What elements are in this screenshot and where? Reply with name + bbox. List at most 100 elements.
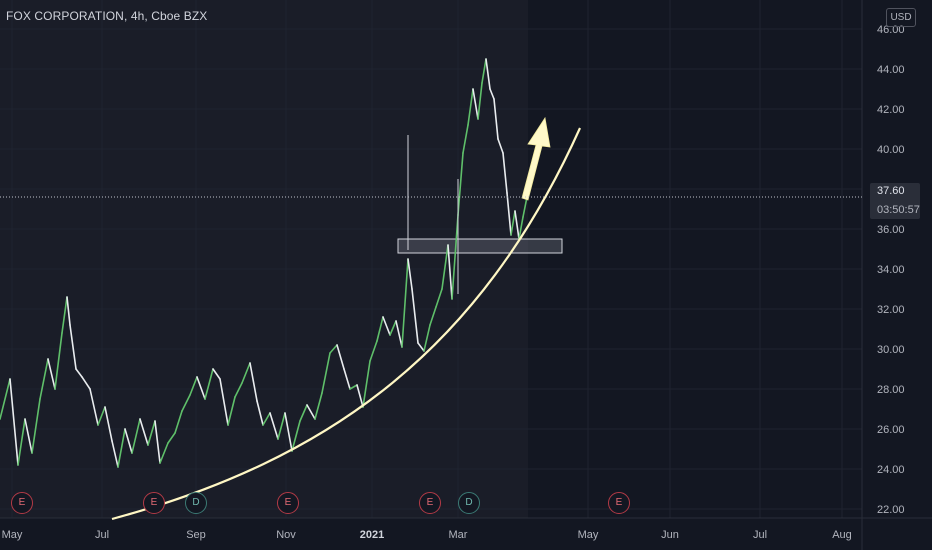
- earnings-event-icon[interactable]: E: [419, 492, 441, 514]
- price-candle: [124, 428, 133, 454]
- price-candle: [167, 432, 176, 444]
- price-candle: [111, 440, 119, 468]
- price-candle: [69, 324, 77, 370]
- earnings-event-icon[interactable]: E: [277, 492, 299, 514]
- price-candle: [435, 288, 443, 308]
- price-candle: [467, 88, 474, 126]
- price-candle: [395, 320, 403, 348]
- price-candle: [31, 398, 41, 454]
- price-candle: [423, 324, 431, 352]
- dividend-event-icon[interactable]: D: [185, 492, 207, 514]
- time-tick-label: Jul: [95, 529, 109, 541]
- price-candle: [447, 244, 453, 300]
- price-candle: [401, 258, 409, 348]
- price-candle: [181, 394, 191, 412]
- price-candle: [329, 344, 338, 354]
- price-candle: [314, 392, 323, 420]
- price-candle: [0, 378, 11, 420]
- price-candle: [485, 58, 491, 90]
- time-tick-label: Jun: [661, 529, 679, 541]
- price-tick-label: 24.00: [877, 464, 905, 476]
- current-price-label: [870, 183, 920, 219]
- support-zone-rectangle[interactable]: [397, 238, 563, 254]
- price-candle: [9, 378, 19, 466]
- price-candle: [147, 420, 156, 446]
- price-candle: [54, 332, 63, 390]
- price-candle: [159, 442, 169, 464]
- price-candle: [336, 344, 345, 370]
- price-candle: [61, 296, 68, 334]
- price-candle: [429, 306, 437, 326]
- price-candle: [174, 410, 183, 434]
- price-candle: [104, 406, 113, 442]
- price-candle: [389, 320, 397, 336]
- price-candle: [262, 412, 271, 426]
- price-tick-label: 42.00: [877, 104, 905, 116]
- price-candle: [451, 214, 459, 300]
- price-candle: [17, 418, 26, 466]
- time-tick-label: Nov: [276, 529, 296, 541]
- time-tick-label: Aug: [832, 529, 852, 541]
- price-candle: [472, 88, 479, 120]
- price-candle: [219, 378, 229, 426]
- earnings-event-icon[interactable]: E: [11, 492, 33, 514]
- price-candle: [154, 420, 161, 464]
- history-region: [0, 0, 528, 518]
- time-tick-label: May: [2, 529, 23, 541]
- price-candle: [518, 216, 524, 240]
- price-candle: [204, 368, 214, 400]
- price-candle: [497, 138, 504, 154]
- up-arrow-icon[interactable]: [521, 116, 551, 201]
- price-candle: [131, 418, 141, 454]
- currency-button[interactable]: USD: [886, 8, 916, 27]
- price-candle: [47, 358, 56, 390]
- price-tick-label: 46.00: [877, 24, 905, 36]
- price-candle: [196, 376, 206, 400]
- price-candle: [522, 196, 528, 218]
- price-tick-label: 22.00: [877, 504, 905, 516]
- price-candle: [97, 406, 106, 426]
- price-candle: [343, 368, 351, 390]
- price-candle: [269, 412, 279, 440]
- price-candle: [249, 362, 258, 402]
- price-tick-label: 44.00: [877, 64, 905, 76]
- price-candle: [256, 400, 264, 426]
- price-candle: [66, 296, 71, 326]
- candle-countdown: 03:50:57: [877, 204, 920, 216]
- price-candle: [462, 124, 469, 154]
- price-tick-label: 34.00: [877, 264, 905, 276]
- price-tick-label: 40.00: [877, 144, 905, 156]
- price-candle: [481, 58, 487, 84]
- price-candle: [349, 384, 358, 390]
- price-candle: [299, 404, 308, 422]
- price-candle: [241, 362, 251, 384]
- earnings-event-icon[interactable]: E: [143, 492, 165, 514]
- price-candle: [291, 420, 301, 452]
- time-tick-label: Mar: [449, 529, 468, 541]
- symbol-title[interactable]: FOX CORPORATION, 4h, Cboe BZX: [6, 9, 208, 23]
- parabolic-trend-curve[interactable]: [111, 127, 582, 521]
- price-candle: [75, 368, 83, 378]
- price-candle: [284, 412, 293, 452]
- price-candle: [227, 396, 236, 426]
- price-candle: [411, 288, 419, 344]
- price-candle: [39, 358, 49, 400]
- price-tick-label: 26.00: [877, 424, 905, 436]
- price-candle: [407, 258, 413, 290]
- current-price-value: 37.60: [877, 185, 905, 197]
- price-candle: [356, 384, 364, 408]
- price-candle: [502, 152, 508, 194]
- price-candle: [506, 192, 512, 236]
- price-candle: [369, 340, 378, 362]
- time-tick-label: Sep: [186, 529, 206, 541]
- price-candle: [457, 152, 464, 216]
- price-candle: [189, 376, 198, 396]
- price-candle: [417, 342, 425, 352]
- price-candle: [139, 418, 149, 446]
- dividend-event-icon[interactable]: D: [458, 492, 480, 514]
- earnings-event-icon[interactable]: E: [608, 492, 630, 514]
- price-candle: [514, 210, 520, 240]
- price-candle: [24, 418, 33, 454]
